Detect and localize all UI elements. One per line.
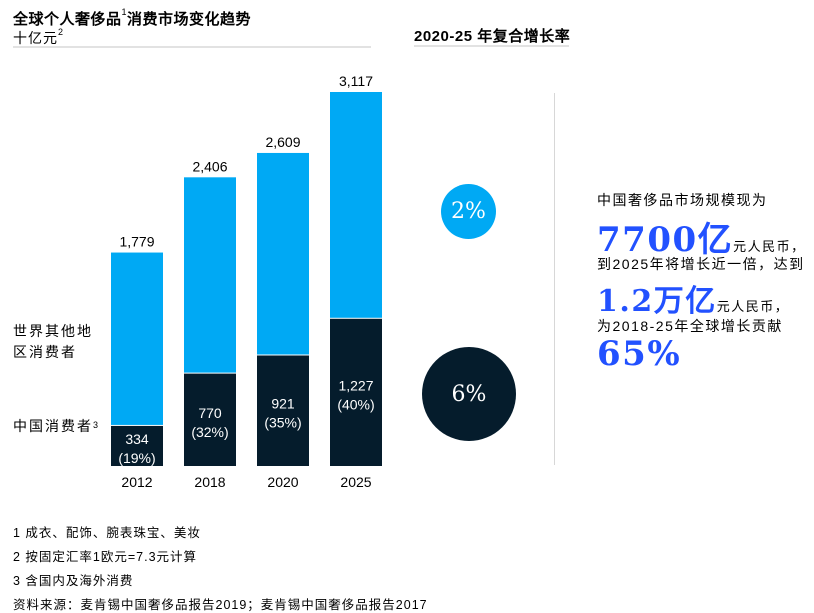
title-footnote-ref: 1	[121, 7, 128, 17]
bar-rest-of-world-2025	[330, 92, 382, 318]
vertical-divider	[554, 93, 555, 465]
bar-china-2020	[257, 355, 309, 466]
x-tick-label-2025: 2025	[340, 474, 371, 490]
callout-big-value-1: 7700亿	[597, 220, 734, 260]
total-label-2012: 1,779	[119, 234, 154, 250]
callout-line1: 中国奢侈品市场规模现为	[597, 192, 768, 208]
callout-unit-2: 元人民币，	[716, 299, 790, 314]
cagr-title: 2020-25 年复合增长率	[414, 28, 571, 45]
bar-china-2025	[330, 318, 382, 466]
callout-row-big2: 1.2万亿元人民币，	[597, 276, 789, 320]
footnote-1: 1 成衣、配饰、腕表珠宝、美妆	[13, 526, 201, 540]
callout-big-value-2: 1.2万亿	[597, 284, 717, 319]
callout-row-big3: 65%	[597, 334, 681, 374]
cagr-china-circle: 6%	[422, 347, 516, 441]
source-note: 资料来源：麦肯锡中国奢侈品报告2019；麦肯锡中国奢侈品报告2017	[13, 598, 428, 612]
legend-rest-of-world-line2: 区消费者	[13, 344, 77, 360]
china-share-label-2018: (32%)	[191, 424, 228, 440]
callout-line2: 到2025年将增长近一倍，达到	[597, 256, 805, 272]
china-share-label-2020: (35%)	[264, 415, 301, 431]
total-label-2018: 2,406	[192, 158, 227, 174]
legend-china-text: 中国消费者	[13, 418, 93, 434]
bar-china-2018	[184, 373, 236, 466]
callout-unit-1: 元人民币，	[733, 239, 806, 254]
china-value-label-2018: 770	[198, 405, 222, 421]
bar-china-2012	[111, 425, 163, 466]
bar-rest-of-world-2020	[257, 152, 309, 355]
footnote-2: 2 按固定汇率1欧元=7.3元计算	[13, 550, 198, 564]
bar-rest-of-world-2018	[184, 177, 236, 373]
unit-footnote-ref: 2	[58, 27, 65, 37]
callout-big-value-3: 65%	[597, 334, 682, 374]
legend-rest-of-world-line1: 世界其他地	[13, 323, 93, 339]
total-label-2020: 2,609	[265, 134, 300, 150]
cagr-china-value: 6%	[451, 381, 487, 407]
unit-text: 十亿元	[13, 30, 58, 46]
bar-rest-of-world-2012	[111, 252, 163, 425]
callout-line3: 为2018-25年全球增长贡献	[597, 318, 783, 334]
x-tick-label-2012: 2012	[121, 474, 152, 490]
china-value-label-2012: 334	[125, 431, 149, 447]
total-label-2025: 3,117	[339, 73, 373, 89]
cagr-rest-of-world-circle: 2%	[441, 184, 496, 239]
title-text: 全球个人奢侈品	[13, 11, 122, 28]
legend-china-footnote-ref: 3	[93, 420, 101, 430]
cagr-divider	[414, 45, 569, 47]
legend-rest-of-world: 世界其他地 区消费者	[13, 321, 93, 363]
china-value-label-2025: 1,227	[338, 377, 373, 393]
china-share-label-2025: (40%)	[337, 396, 374, 412]
callout-row-big1: 7700亿元人民币，	[597, 212, 806, 261]
cagr-rest-of-world-value: 2%	[451, 199, 486, 224]
title-text-rest: 消费市场变化趋势	[127, 11, 252, 28]
china-value-label-2020: 921	[271, 396, 295, 412]
legend-china: 中国消费者3	[13, 416, 100, 437]
chart-title: 全球个人奢侈品1消费市场变化趋势	[13, 7, 252, 29]
footnote-3: 3 含国内及海外消费	[13, 574, 134, 588]
x-tick-label-2018: 2018	[194, 474, 225, 490]
x-tick-label-2020: 2020	[267, 474, 298, 490]
unit-label: 十亿元2	[13, 27, 65, 48]
china-share-label-2012: (19%)	[118, 450, 155, 466]
title-divider	[13, 46, 371, 48]
